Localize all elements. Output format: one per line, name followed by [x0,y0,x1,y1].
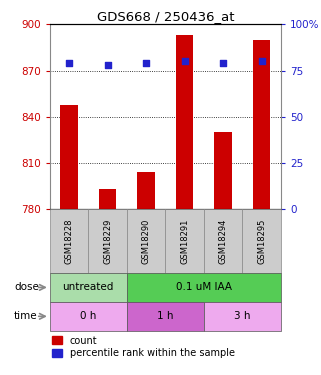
Text: GSM18294: GSM18294 [219,219,228,264]
Point [259,58,264,64]
Text: dose: dose [14,282,39,292]
Point [105,62,110,68]
Text: 0.1 uM IAA: 0.1 uM IAA [176,282,232,292]
Text: GSM18228: GSM18228 [65,218,74,264]
Text: 1 h: 1 h [157,311,174,321]
Text: 3 h: 3 h [234,311,251,321]
Text: GSM18295: GSM18295 [257,219,266,264]
Bar [60,105,78,209]
Text: GSM18291: GSM18291 [180,219,189,264]
FancyBboxPatch shape [165,209,204,273]
Point [66,60,72,66]
FancyBboxPatch shape [204,209,242,273]
FancyBboxPatch shape [50,209,88,273]
Text: 0 h: 0 h [80,311,97,321]
FancyBboxPatch shape [127,209,165,273]
Text: untreated: untreated [63,282,114,292]
FancyBboxPatch shape [50,302,127,331]
Bar [99,189,116,209]
FancyBboxPatch shape [127,302,204,331]
Title: GDS668 / 250436_at: GDS668 / 250436_at [97,10,234,23]
Text: time: time [14,311,38,321]
FancyBboxPatch shape [127,273,281,302]
Point [182,58,187,64]
Bar [176,35,193,209]
FancyBboxPatch shape [242,209,281,273]
Text: GSM18229: GSM18229 [103,219,112,264]
Bar [253,40,270,209]
FancyBboxPatch shape [88,209,127,273]
Legend: count, percentile rank within the sample: count, percentile rank within the sample [52,336,235,358]
Text: GSM18290: GSM18290 [142,219,151,264]
Point [143,60,149,66]
FancyBboxPatch shape [204,302,281,331]
FancyBboxPatch shape [50,273,127,302]
Bar [137,172,155,209]
Point [221,60,226,66]
Bar [214,132,232,209]
